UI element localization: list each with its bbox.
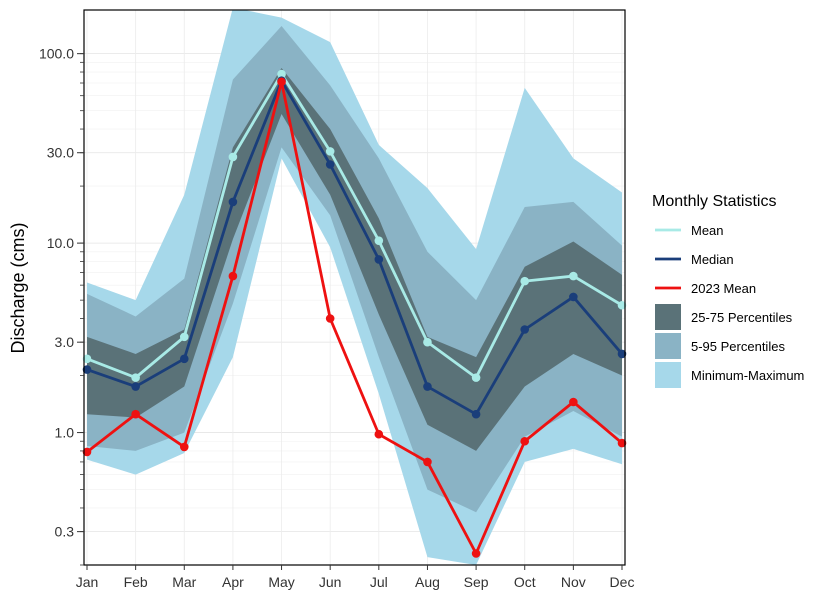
x-tick-label: Mar (172, 574, 196, 590)
point-median (82, 365, 92, 374)
point-median (374, 255, 384, 264)
point-2023-mean (325, 314, 335, 323)
point-mean (82, 354, 92, 364)
x-tick-label: Feb (124, 574, 148, 590)
point-mean (325, 147, 335, 156)
y-axis-title: Discharge (cms) (8, 222, 28, 353)
y-tick-label: 30.0 (47, 145, 74, 161)
x-tick-label: May (268, 574, 294, 590)
x-tick-label: Jun (319, 574, 342, 590)
point-mean (228, 152, 238, 162)
point-2023-mean (471, 549, 481, 558)
point-mean (277, 69, 286, 79)
point-median (131, 382, 140, 391)
legend-label-5-95-percentiles: 5-95 Percentiles (691, 339, 785, 354)
axes: 0.3 1.0 3.0 10.0 30.0 100.0 Jan Feb Mar Apr May Jun… (39, 46, 635, 590)
point-median (228, 197, 238, 207)
point-mean (520, 276, 530, 286)
point-median (325, 160, 335, 169)
x-tick-label: Jul (370, 574, 388, 590)
point-2023-mean (228, 271, 238, 281)
legend-key-minimum-maximum (655, 362, 681, 388)
point-mean (131, 373, 140, 382)
point-mean (423, 337, 432, 347)
legend-label-25-75-percentiles: 25-75 Percentiles (691, 310, 793, 325)
point-mean (471, 373, 481, 382)
series-points (82, 69, 627, 558)
y-tick-label: 10.0 (47, 235, 74, 251)
legend-label-minimum-maximum: Minimum-Maximum (691, 368, 804, 383)
point-mean (569, 271, 578, 281)
point-2023-mean (423, 457, 432, 467)
point-median (569, 292, 578, 302)
point-2023-mean (131, 409, 140, 419)
point-2023-mean (520, 436, 530, 446)
line-2023-mean (86, 80, 623, 555)
point-median (617, 349, 627, 359)
line-median (86, 79, 624, 416)
point-2023-mean (82, 447, 92, 457)
y-tick-label: 3.0 (55, 334, 75, 350)
point-median (471, 409, 481, 419)
point-2023-mean (374, 429, 384, 439)
x-tick-label: Oct (514, 574, 536, 590)
y-tick-label: 100.0 (39, 46, 74, 62)
legend-label-2023-mean: 2023 Mean (691, 281, 756, 296)
plot-border (83, 9, 626, 566)
y-tick-label: 0.3 (55, 524, 75, 540)
legend: Monthly Statistics Mean Median 2023 Mean 25… (652, 193, 804, 388)
legend-label-mean: Mean (691, 223, 724, 238)
point-median (179, 354, 189, 364)
legend-title: Monthly Statistics (652, 193, 776, 210)
line-mean (86, 72, 623, 380)
point-median (520, 325, 530, 334)
x-tick-label: Apr (222, 574, 244, 590)
point-2023-mean (179, 442, 189, 452)
point-2023-mean (277, 77, 286, 87)
point-mean (179, 332, 189, 342)
point-2023-mean (569, 397, 578, 407)
point-2023-mean (617, 438, 627, 448)
point-mean (374, 236, 384, 245)
y-tick-label: 1.0 (55, 425, 75, 441)
x-tick-label: Aug (415, 574, 440, 590)
x-tick-label: Nov (561, 574, 586, 590)
legend-label-median: Median (691, 252, 734, 267)
legend-key-25-75-percentiles (655, 304, 681, 330)
x-tick-label: Jan (76, 574, 99, 590)
legend-key-5-95-percentiles (655, 333, 681, 359)
x-tick-label: Sep (464, 574, 489, 590)
point-mean (617, 300, 627, 310)
point-median (423, 382, 432, 391)
series-lines (86, 72, 624, 555)
x-tick-label: Dec (610, 574, 635, 590)
